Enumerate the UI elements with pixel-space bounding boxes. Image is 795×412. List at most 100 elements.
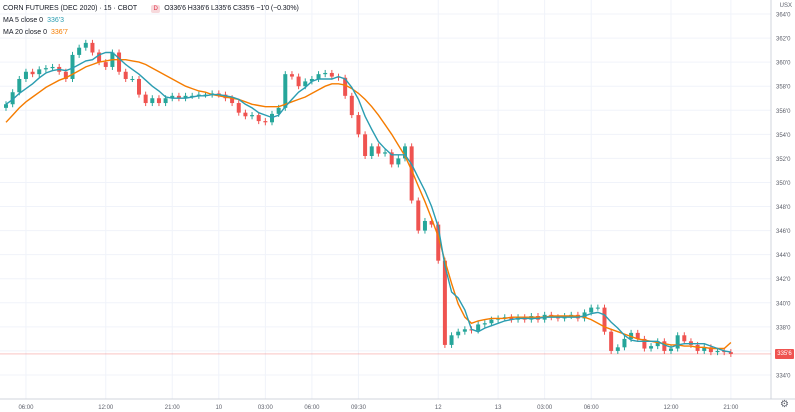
time-tick-label: 10 xyxy=(215,405,222,411)
candle-body xyxy=(669,348,673,351)
candle-body xyxy=(17,78,22,93)
price-tick-label: 350'0 xyxy=(776,181,791,187)
price-tick-label: 344'0 xyxy=(776,253,791,259)
candle-body xyxy=(396,158,401,165)
candle-body xyxy=(403,146,407,159)
candle-body xyxy=(449,335,454,345)
candle-body xyxy=(655,341,660,347)
ma5-line xyxy=(5,51,732,353)
candle-body xyxy=(250,115,255,117)
candle-body xyxy=(715,350,720,353)
time-tick-label: 03:00 xyxy=(537,405,553,411)
price-tick-label: 352'0 xyxy=(776,157,791,163)
candle-body xyxy=(389,152,394,165)
candle-body xyxy=(728,352,733,354)
ma5-value: 336'3 xyxy=(47,17,64,24)
candle-body xyxy=(369,146,374,156)
candle-body xyxy=(276,107,281,114)
candle-body xyxy=(150,98,155,104)
candle-body xyxy=(97,52,102,63)
price-axis: 334'0336'0338'0340'0342'0344'0346'0348'0… xyxy=(776,13,791,380)
candle-body xyxy=(509,317,514,320)
candle-body xyxy=(77,47,82,55)
price-tick-label: 356'0 xyxy=(776,109,791,115)
time-tick-label: 12:00 xyxy=(663,405,679,411)
candle-body xyxy=(589,307,594,313)
candle-body xyxy=(602,307,607,332)
candle-body xyxy=(349,95,354,116)
candle-body xyxy=(409,146,414,201)
time-tick-label: 21:00 xyxy=(723,405,739,411)
candle-body xyxy=(649,346,654,349)
candle-body xyxy=(156,98,161,104)
price-tick-label: 354'0 xyxy=(776,133,791,139)
candle-body xyxy=(43,68,48,70)
candle-body xyxy=(609,331,614,351)
candle-body xyxy=(143,94,148,104)
candle-body xyxy=(363,134,368,156)
time-tick-label: 12:00 xyxy=(98,405,114,411)
candle-body xyxy=(329,72,334,77)
price-tick-label: 360'0 xyxy=(776,61,791,67)
chart-grid xyxy=(0,0,771,399)
candle-body xyxy=(123,71,128,79)
candle-body xyxy=(702,347,707,351)
candle-body xyxy=(117,52,122,72)
candle-body xyxy=(70,54,75,79)
gear-icon[interactable]: ⚙ xyxy=(780,399,789,410)
candle-body xyxy=(243,112,248,117)
candle-body xyxy=(263,121,268,123)
candle-body xyxy=(675,335,680,349)
price-tick-label: 334'0 xyxy=(776,374,791,380)
candle-body xyxy=(183,95,188,99)
candle-body xyxy=(256,115,261,122)
candle-body xyxy=(383,152,388,154)
candle-body xyxy=(662,341,667,351)
legend-ma5-row[interactable]: MA 5 close 0 336'3 xyxy=(3,16,64,25)
candle-body xyxy=(595,307,600,309)
delayed-badge: D xyxy=(151,4,161,13)
candle-body xyxy=(416,200,421,231)
legend-ma20-row[interactable]: MA 20 close 0 336'7 xyxy=(3,28,68,37)
candle-body xyxy=(63,71,68,79)
last-price-tag: 335'6 xyxy=(775,349,794,359)
candle-body xyxy=(50,66,55,69)
candle-body xyxy=(283,74,288,108)
time-tick-label: 09:30 xyxy=(351,405,367,411)
candle-body xyxy=(236,103,241,113)
candle-body xyxy=(137,78,141,95)
candle-body xyxy=(23,71,28,79)
ma5-label: MA 5 close 0 xyxy=(3,17,44,24)
candlestick-series xyxy=(4,39,733,357)
candle-body xyxy=(489,319,494,324)
candle-body xyxy=(230,98,235,104)
price-tick-label: 362'0 xyxy=(776,37,791,43)
candle-body xyxy=(708,347,713,353)
candle-body xyxy=(83,42,88,48)
candle-body xyxy=(682,335,687,342)
candle-body xyxy=(436,224,441,261)
price-tick-label: 358'0 xyxy=(776,85,791,91)
candle-body xyxy=(482,323,487,325)
candle-body xyxy=(163,98,168,104)
candle-body xyxy=(456,331,461,336)
candle-body xyxy=(316,74,321,79)
price-tick-label: 340'0 xyxy=(776,301,791,307)
price-tick-label: 348'0 xyxy=(776,205,791,211)
time-tick-label: 06:00 xyxy=(18,405,34,411)
symbol-title[interactable]: CORN FUTURES (DEC 2020) · 15 · CBOT xyxy=(3,5,138,12)
candle-body xyxy=(37,69,42,75)
candle-body xyxy=(170,95,175,99)
candle-body xyxy=(10,92,15,105)
price-tick-label: 342'0 xyxy=(776,277,791,283)
candle-body xyxy=(635,332,640,339)
candle-body xyxy=(130,78,135,80)
moving-averages xyxy=(5,51,732,353)
currency-label: USX xyxy=(779,3,792,9)
candle-body xyxy=(90,42,95,53)
candle-body xyxy=(476,324,481,331)
time-tick-label: 03:00 xyxy=(258,405,274,411)
candle-body xyxy=(4,104,8,108)
legend-symbol-row: CORN FUTURES (DEC 2020) · 15 · CBOT D O336… xyxy=(3,4,299,13)
